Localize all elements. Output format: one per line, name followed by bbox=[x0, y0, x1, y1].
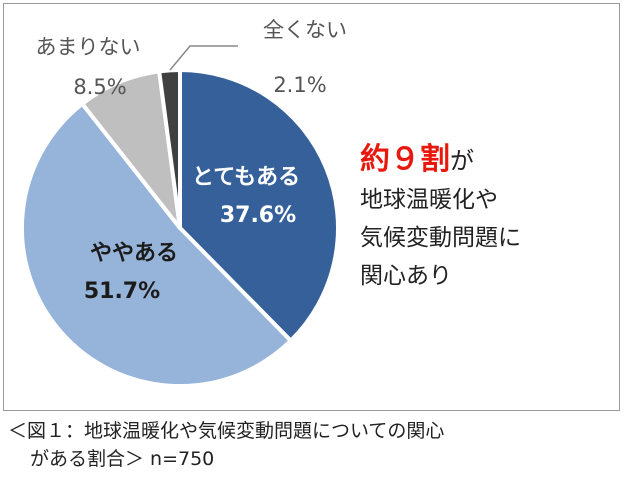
slice-value-none: 2.1% bbox=[273, 73, 326, 97]
leader-line-none bbox=[169, 45, 238, 71]
caption-line-1: ＜図１：地球温暖化や気候変動問題についての関心 bbox=[8, 420, 445, 442]
callout-line-1: 地球温暖化や bbox=[360, 187, 498, 213]
slice-label-very: とてもある bbox=[192, 165, 300, 190]
slice-label-none: 全くない bbox=[263, 18, 347, 42]
callout: 約９割が 地球温暖化や 気候変動問題に 関心あり bbox=[360, 140, 521, 295]
pie-slice-very bbox=[178, 68, 340, 343]
callout-line-2: 気候変動問題に bbox=[360, 225, 521, 251]
slice-label-little: あまりない bbox=[36, 35, 141, 59]
callout-accent: 約９割 bbox=[360, 142, 450, 177]
pie-slice-none bbox=[157, 68, 182, 230]
slice-label-somewhat: ややある bbox=[90, 241, 178, 266]
figure-caption: ＜図１：地球温暖化や気候変動問題についての関心 がある割合＞ n=750 bbox=[8, 417, 444, 473]
slice-value-little: 8.5% bbox=[73, 75, 126, 99]
pie-slice-somewhat bbox=[19, 101, 293, 389]
slice-value-somewhat: 51.7% bbox=[84, 279, 160, 304]
callout-accent-tail: が bbox=[450, 147, 474, 175]
callout-line-3: 関心あり bbox=[360, 263, 452, 289]
callout-headline: 約９割が bbox=[360, 140, 521, 181]
caption-line-2: がある割合＞ n=750 bbox=[30, 448, 215, 470]
slice-value-very: 37.6% bbox=[220, 203, 296, 228]
